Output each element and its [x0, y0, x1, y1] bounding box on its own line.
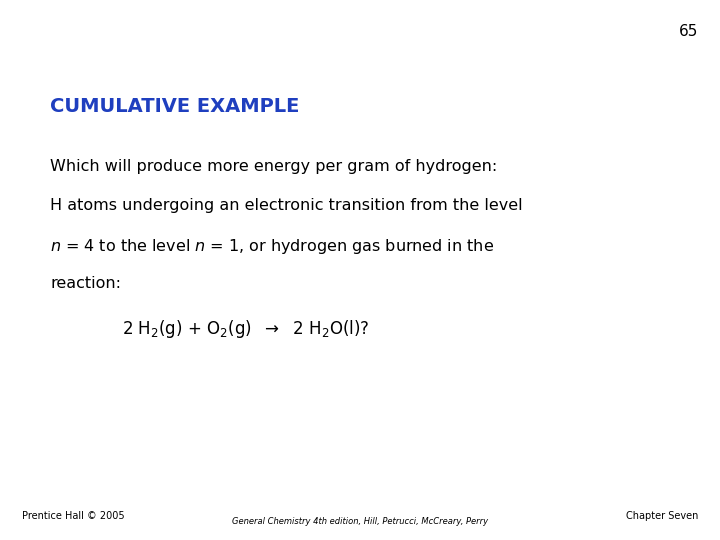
Text: 2 H$_2$(g) + O$_2$(g)  $\rightarrow$  2 H$_2$O(l)?: 2 H$_2$(g) + O$_2$(g) $\rightarrow$ 2 H$… [122, 318, 370, 340]
Text: CUMULATIVE EXAMPLE: CUMULATIVE EXAMPLE [50, 97, 300, 116]
Text: Chapter Seven: Chapter Seven [626, 511, 698, 521]
Text: General Chemistry 4th edition, Hill, Petrucci, McCreary, Perry: General Chemistry 4th edition, Hill, Pet… [232, 517, 488, 526]
Text: 65: 65 [679, 24, 698, 39]
Text: Which will produce more energy per gram of hydrogen:: Which will produce more energy per gram … [50, 159, 498, 174]
Text: Prentice Hall © 2005: Prentice Hall © 2005 [22, 511, 125, 521]
Text: $n$ = 4 to the level $n$ = 1, or hydrogen gas burned in the: $n$ = 4 to the level $n$ = 1, or hydroge… [50, 237, 495, 256]
Text: H atoms undergoing an electronic transition from the level: H atoms undergoing an electronic transit… [50, 198, 523, 213]
Text: reaction:: reaction: [50, 276, 122, 291]
